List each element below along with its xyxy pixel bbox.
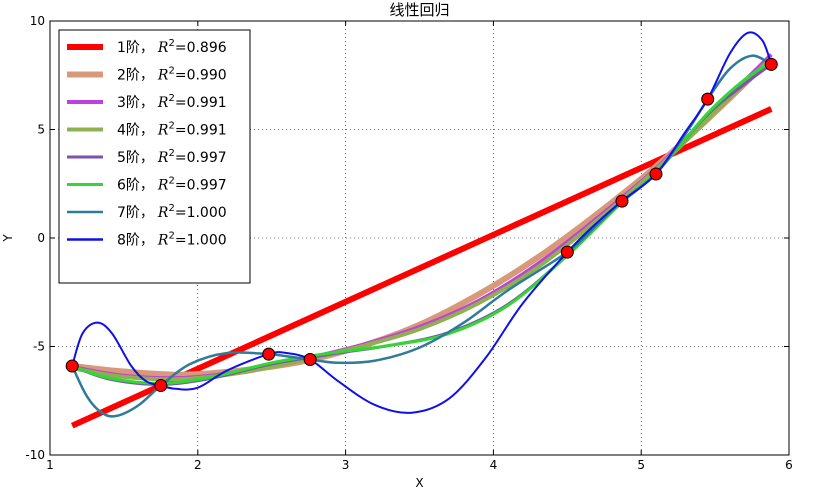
y-tick-label: 0	[37, 231, 45, 245]
data-points	[65, 57, 778, 393]
series-line-6	[71, 60, 773, 385]
series-line-8	[71, 31, 773, 414]
chart-title: 线性回归	[389, 1, 449, 19]
y-tick-label: -5	[33, 340, 45, 354]
legend-label: 8阶， R2=1.000	[117, 231, 227, 249]
x-tick-label: 6	[785, 458, 793, 472]
y-axis-label: Y	[1, 234, 15, 243]
data-point	[154, 379, 168, 393]
legend-label: 1阶， R2=0.896	[117, 38, 227, 56]
series-line-7	[71, 54, 772, 418]
x-tick-label: 5	[637, 458, 645, 472]
x-tick-label: 3	[342, 458, 350, 472]
legend-label: 3阶， R2=0.991	[117, 93, 227, 111]
data-point	[701, 92, 715, 106]
series-lines	[70, 31, 774, 429]
data-point	[615, 194, 629, 208]
x-axis-label: X	[415, 476, 423, 489]
axis-ticks: 1 2 3 4 5 6 -10 -5 0 5 10	[25, 14, 792, 472]
data-point	[649, 167, 663, 181]
legend-label: 2阶， R2=0.990	[117, 66, 227, 84]
y-tick-label: 10	[30, 14, 45, 28]
y-tick-label: -10	[25, 448, 45, 462]
data-point	[560, 245, 574, 259]
data-point	[65, 359, 79, 373]
data-point	[262, 347, 276, 361]
legend-label: 7阶， R2=1.000	[117, 203, 227, 221]
data-point	[764, 57, 778, 71]
x-tick-label: 4	[490, 458, 498, 472]
series-line-4	[71, 56, 773, 382]
y-tick-label: 5	[37, 123, 45, 137]
legend-label: 5阶， R2=0.997	[117, 148, 227, 166]
data-point	[303, 353, 317, 367]
legend-label: 4阶， R2=0.991	[117, 121, 227, 139]
x-tick-label: 2	[194, 458, 202, 472]
legend: 1阶， R2=0.896 2阶， R2=0.990 3阶， R2=0.991 4阶， R2=0…	[58, 29, 251, 284]
x-tick-label: 1	[46, 458, 54, 472]
legend-label: 6阶， R2=0.997	[117, 176, 227, 194]
